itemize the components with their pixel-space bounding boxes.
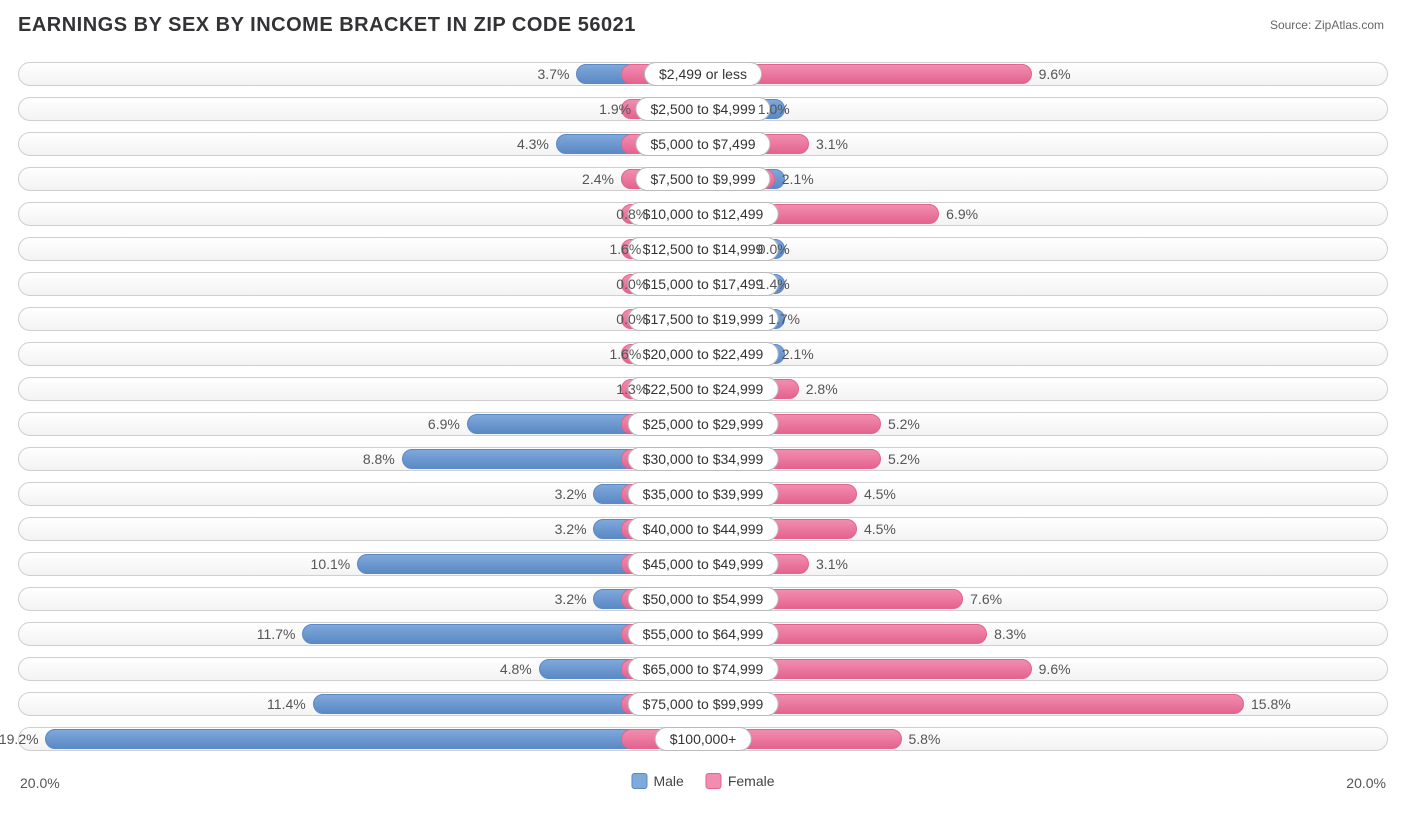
chart-row: $12,500 to $14,9991.6% 0.0%: [18, 231, 1388, 266]
legend-label-female: Female: [728, 773, 775, 789]
chart-footer: 20.0% Male Female 20.0%: [18, 771, 1388, 799]
swatch-female: [706, 773, 722, 789]
pct-female: 15.8%: [1251, 696, 1291, 712]
chart-row: $45,000 to $49,999 10.1% 3.1%: [18, 546, 1388, 581]
chart-row: $40,000 to $44,999 3.2% 4.5%: [18, 511, 1388, 546]
pct-male: 11.7%: [257, 626, 296, 642]
row-label: $45,000 to $49,999: [628, 552, 779, 576]
row-label: $50,000 to $54,999: [628, 587, 779, 611]
pct-female: 2.1%: [782, 346, 814, 362]
pct-female: 3.1%: [816, 136, 848, 152]
chart-row: $10,000 to $12,4990.8% 6.9%: [18, 196, 1388, 231]
pct-female: 3.1%: [816, 556, 848, 572]
chart-row: $35,000 to $39,999 3.2% 4.5%: [18, 476, 1388, 511]
pct-male: 3.7%: [538, 66, 570, 82]
chart-row: $2,500 to $4,9991.9% 1.0%: [18, 91, 1388, 126]
row-label: $2,500 to $4,999: [635, 97, 770, 121]
pct-male: 0.0%: [616, 276, 648, 292]
row-label: $12,500 to $14,999: [628, 237, 779, 261]
chart-row: $15,000 to $17,4990.0% 1.4%: [18, 266, 1388, 301]
chart-row: $22,500 to $24,9991.3% 2.8%: [18, 371, 1388, 406]
row-label: $55,000 to $64,999: [628, 622, 779, 646]
pct-male: 19.2%: [0, 731, 39, 747]
pct-female: 5.8%: [909, 731, 941, 747]
pct-male: 2.4%: [582, 171, 614, 187]
row-label: $2,499 or less: [644, 62, 762, 86]
chart-row: $17,500 to $19,9990.0% 1.7%: [18, 301, 1388, 336]
row-label: $17,500 to $19,999: [628, 307, 779, 331]
pct-male: 6.9%: [428, 416, 460, 432]
pct-female: 9.6%: [1039, 661, 1071, 677]
chart-row: $30,000 to $34,999 8.8% 5.2%: [18, 441, 1388, 476]
pct-female: 1.0%: [758, 101, 790, 117]
pct-female: 0.0%: [758, 241, 790, 257]
row-label: $30,000 to $34,999: [628, 447, 779, 471]
pct-female: 9.6%: [1039, 66, 1071, 82]
pct-male: 10.1%: [311, 556, 351, 572]
chart-row: $20,000 to $22,4991.6% 2.1%: [18, 336, 1388, 371]
pct-male: 4.3%: [517, 136, 549, 152]
chart-row: $5,000 to $7,499 4.3% 3.1%: [18, 126, 1388, 161]
pct-male: 0.8%: [616, 206, 648, 222]
legend: Male Female: [631, 773, 774, 789]
chart-row: $25,000 to $29,999 6.9% 5.2%: [18, 406, 1388, 441]
pct-male: 3.2%: [555, 486, 587, 502]
row-label: $10,000 to $12,499: [628, 202, 779, 226]
row-label: $5,000 to $7,499: [635, 132, 770, 156]
chart-row: $65,000 to $74,999 4.8% 9.6%: [18, 651, 1388, 686]
chart-row: $100,000+19.2%5.8%: [18, 721, 1388, 756]
legend-label-male: Male: [653, 773, 683, 789]
chart-row: $2,499 or less 3.7% 9.6%: [18, 56, 1388, 91]
pct-male: 3.2%: [555, 591, 587, 607]
pct-male: 1.9%: [599, 101, 631, 117]
pct-male: 3.2%: [555, 521, 587, 537]
pct-male: 11.4%: [267, 696, 306, 712]
pct-male: 1.6%: [609, 346, 641, 362]
pct-female: 4.5%: [864, 486, 896, 502]
axis-max-right: 20.0%: [1346, 775, 1386, 791]
row-label: $7,500 to $9,999: [635, 167, 770, 191]
pct-female: 5.2%: [888, 451, 920, 467]
row-label: $40,000 to $44,999: [628, 517, 779, 541]
row-label: $100,000+: [655, 727, 752, 751]
row-label: $25,000 to $29,999: [628, 412, 779, 436]
chart-title: EARNINGS BY SEX BY INCOME BRACKET IN ZIP…: [18, 14, 636, 37]
pct-male: 1.3%: [616, 381, 648, 397]
legend-item-female: Female: [706, 773, 775, 789]
chart-row: $75,000 to $99,999 11.4% 15.8%: [18, 686, 1388, 721]
pct-male: 4.8%: [500, 661, 532, 677]
pct-female: 6.9%: [946, 206, 978, 222]
row-label: $20,000 to $22,499: [628, 342, 779, 366]
pct-female: 2.8%: [806, 381, 838, 397]
pct-female: 8.3%: [994, 626, 1026, 642]
source-attribution: Source: ZipAtlas.com: [1270, 18, 1384, 32]
row-label: $75,000 to $99,999: [628, 692, 779, 716]
chart-row: $50,000 to $54,999 3.2% 7.6%: [18, 581, 1388, 616]
row-label: $65,000 to $74,999: [628, 657, 779, 681]
legend-item-male: Male: [631, 773, 683, 789]
row-label: $15,000 to $17,499: [628, 272, 779, 296]
pct-male: 1.6%: [609, 241, 641, 257]
pct-female: 7.6%: [970, 591, 1002, 607]
pct-male: 8.8%: [363, 451, 395, 467]
pct-female: 1.4%: [758, 276, 790, 292]
chart-row: $55,000 to $64,999 11.7% 8.3%: [18, 616, 1388, 651]
axis-max-left: 20.0%: [20, 775, 60, 791]
pct-female: 1.7%: [768, 311, 800, 327]
pct-female: 2.1%: [782, 171, 814, 187]
row-label: $22,500 to $24,999: [628, 377, 779, 401]
pct-male: 0.0%: [616, 311, 648, 327]
pct-female: 4.5%: [864, 521, 896, 537]
pct-female: 5.2%: [888, 416, 920, 432]
swatch-male: [631, 773, 647, 789]
chart-row: $7,500 to $9,999 2.4% 2.1%: [18, 161, 1388, 196]
chart-area: $2,499 or less3.7%9.6%$2,500 to $4,9991.…: [18, 56, 1388, 763]
row-label: $35,000 to $39,999: [628, 482, 779, 506]
